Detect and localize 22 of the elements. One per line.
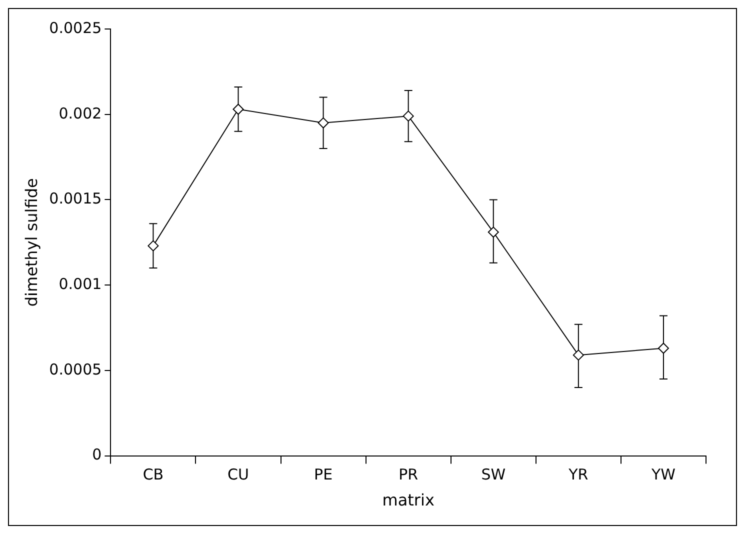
- x-axis-title: matrix: [382, 490, 434, 510]
- y-tick-label: 0.002: [58, 104, 102, 122]
- point: [232, 104, 244, 115]
- point: [402, 110, 414, 122]
- x-tick-label: YW: [650, 466, 676, 484]
- x-tick-label: SW: [481, 466, 506, 484]
- y-tick-label: 0.0015: [49, 190, 102, 208]
- point: [658, 342, 669, 354]
- x-tick-label: YR: [568, 466, 588, 484]
- y-tick-label: 0.0005: [49, 360, 102, 378]
- point: [488, 226, 499, 238]
- y-tick-label: 0.0025: [49, 18, 102, 37]
- point: [148, 240, 159, 252]
- y-tick-label: 0: [92, 446, 102, 464]
- x-tick-label: PE: [314, 466, 333, 484]
- y-tick-label: 0.001: [58, 274, 102, 293]
- x-tick-label: CB: [142, 466, 164, 484]
- point: [572, 350, 584, 361]
- y-axis-title: dimethyl sulfide: [22, 178, 41, 307]
- point: [318, 117, 329, 128]
- x-tick-label: CU: [228, 466, 249, 484]
- x-tick-label: PR: [398, 466, 418, 484]
